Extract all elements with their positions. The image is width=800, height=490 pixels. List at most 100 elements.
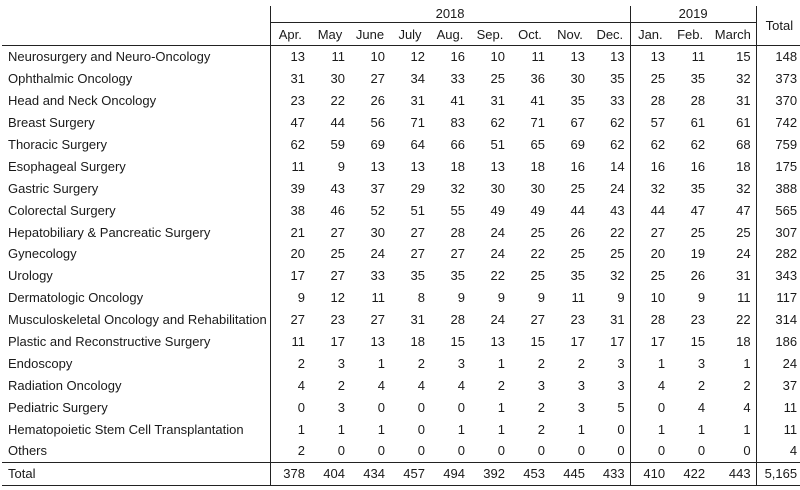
month-count-cell: 62 xyxy=(610,137,625,152)
month-count-cell: 3 xyxy=(577,399,585,415)
month-count-cell: 32 xyxy=(736,71,751,87)
month-count-cell: 0 xyxy=(417,421,425,437)
month-header: Apr. xyxy=(269,22,310,46)
month-count-cell: 13 xyxy=(490,158,505,174)
month-count-cell: 21 xyxy=(269,221,310,244)
department-name: Breast Surgery xyxy=(8,115,95,131)
month-count-cell: 39 xyxy=(269,177,310,200)
table-row: Breast Surgery 47 44 56 71 83 62 71 67 62 57 61 61 74… xyxy=(2,111,800,134)
month-count-cell: 2 xyxy=(497,377,505,393)
month-count-cell: 16 xyxy=(690,158,706,174)
month-count-cell: 23 xyxy=(690,312,706,328)
month-count-cell: 25 xyxy=(629,67,671,90)
month-count-cell: 34 xyxy=(410,71,425,87)
month-count-cell: 25 xyxy=(690,224,706,240)
month-count-cell: 24 xyxy=(370,246,385,262)
department-name: Colorectal Surgery xyxy=(8,202,116,218)
month-count-cell: 410 xyxy=(629,461,671,486)
month-count-cell: 43 xyxy=(330,180,345,196)
department-name: Ophthalmic Oncology xyxy=(8,71,133,87)
month-count-cell: 35 xyxy=(570,93,585,109)
month-count-cell: 9 xyxy=(269,286,310,309)
month-header: Aug. xyxy=(430,22,470,46)
total-row: Total 378 404 434 457 494 392 453 445 433 410 422 44… xyxy=(2,461,800,486)
month-count-cell: 26 xyxy=(370,93,385,109)
table-row: Ophthalmic Oncology 31 30 27 34 33 25 36 30 35 25 3… xyxy=(2,67,800,90)
month-count-cell: 13 xyxy=(410,158,425,174)
month-count-cell: 11 xyxy=(691,49,706,65)
month-count-cell: 15 xyxy=(690,334,706,350)
table-row: Thoracic Surgery 62 59 69 64 66 51 65 69 62 62 62 68… xyxy=(2,133,800,156)
dept-header-blank xyxy=(2,22,270,46)
month-count-cell: 13 xyxy=(629,45,671,68)
month-count-cell: 17 xyxy=(330,334,345,350)
month-count-cell: 83 xyxy=(450,115,465,131)
month-count-cell: 30 xyxy=(330,71,345,87)
month-count-cell: 23 xyxy=(269,89,310,112)
table-row: Musculoskeletal Oncology and Rehabilitat… xyxy=(2,308,800,331)
month-count-cell: 65 xyxy=(530,137,545,152)
month-count-cell: 392 xyxy=(470,461,510,486)
month-header: March xyxy=(710,22,757,46)
month-count-cell: 12 xyxy=(330,290,345,306)
month-count-cell: 378 xyxy=(269,461,310,486)
month-count-cell: 22 xyxy=(736,312,751,328)
month-count-cell: 27 xyxy=(450,246,465,262)
month-count-cell: 0 xyxy=(743,443,751,459)
month-count-cell: 11 xyxy=(571,290,586,306)
month-count-cell: 25 xyxy=(610,246,625,262)
month-count-cell: 1 xyxy=(269,418,310,441)
month-count-cell: 27 xyxy=(370,71,385,87)
month-count-cell: 22 xyxy=(330,93,345,109)
month-count-cell: 15 xyxy=(736,49,751,65)
year-2019-header: 2019 xyxy=(629,6,757,23)
month-count-cell: 35 xyxy=(570,268,585,284)
month-count-cell: 1 xyxy=(743,355,751,371)
department-name: Endoscopy xyxy=(8,355,73,371)
month-count-cell: 27 xyxy=(269,308,310,331)
month-count-cell: 0 xyxy=(537,443,545,459)
table-row: Hematopoietic Stem Cell Transplantation 1… xyxy=(2,418,800,441)
month-count-cell: 41 xyxy=(450,93,465,109)
month-count-cell: 30 xyxy=(570,71,585,87)
month-count-cell: 13 xyxy=(570,49,585,65)
month-count-cell: 18 xyxy=(410,334,425,350)
month-count-cell: 4 xyxy=(697,399,706,415)
month-count-cell: 2 xyxy=(337,377,345,393)
month-count-cell: 2 xyxy=(269,352,310,375)
month-count-cell: 51 xyxy=(490,137,505,152)
month-count-cell: 1 xyxy=(743,421,751,437)
month-count-cell: 35 xyxy=(450,268,465,284)
month-count-cell: 33 xyxy=(370,268,385,284)
month-count-cell: 28 xyxy=(629,308,671,331)
month-count-cell: 4 xyxy=(377,377,385,393)
row-total-cell: 565 xyxy=(755,199,800,222)
department-name: Hematopoietic Stem Cell Transplantation xyxy=(8,421,244,437)
table-row: Colorectal Surgery 38 46 52 51 55 49 49 44 43 44 47… xyxy=(2,199,800,222)
month-count-cell: 62 xyxy=(490,115,505,131)
month-count-cell: 51 xyxy=(410,202,425,218)
row-total-cell: 117 xyxy=(755,286,800,309)
month-count-cell: 17 xyxy=(570,334,585,350)
month-count-cell: 17 xyxy=(629,330,671,353)
month-count-cell: 47 xyxy=(690,202,706,218)
month-count-cell: 25 xyxy=(570,180,585,196)
month-count-cell: 28 xyxy=(690,93,706,109)
month-count-cell: 0 xyxy=(629,440,671,463)
month-count-cell: 19 xyxy=(690,246,706,262)
month-count-cell: 12 xyxy=(410,49,425,65)
month-count-cell: 2 xyxy=(537,421,545,437)
table-row: Neurosurgery and Neuro-Oncology 13 11 10 12 1… xyxy=(2,45,800,68)
month-count-cell: 0 xyxy=(617,443,625,459)
month-count-cell: 49 xyxy=(490,202,505,218)
month-count-cell: 9 xyxy=(617,290,625,306)
row-total-cell: 175 xyxy=(755,155,800,178)
month-header: Nov. xyxy=(550,22,590,46)
month-count-cell: 10 xyxy=(490,49,505,65)
month-count-cell: 9 xyxy=(337,158,345,174)
month-count-cell: 3 xyxy=(697,355,706,371)
month-count-cell: 8 xyxy=(417,290,425,306)
month-count-cell: 13 xyxy=(490,334,505,350)
month-count-cell: 494 xyxy=(430,461,470,486)
month-count-cell: 18 xyxy=(530,158,545,174)
